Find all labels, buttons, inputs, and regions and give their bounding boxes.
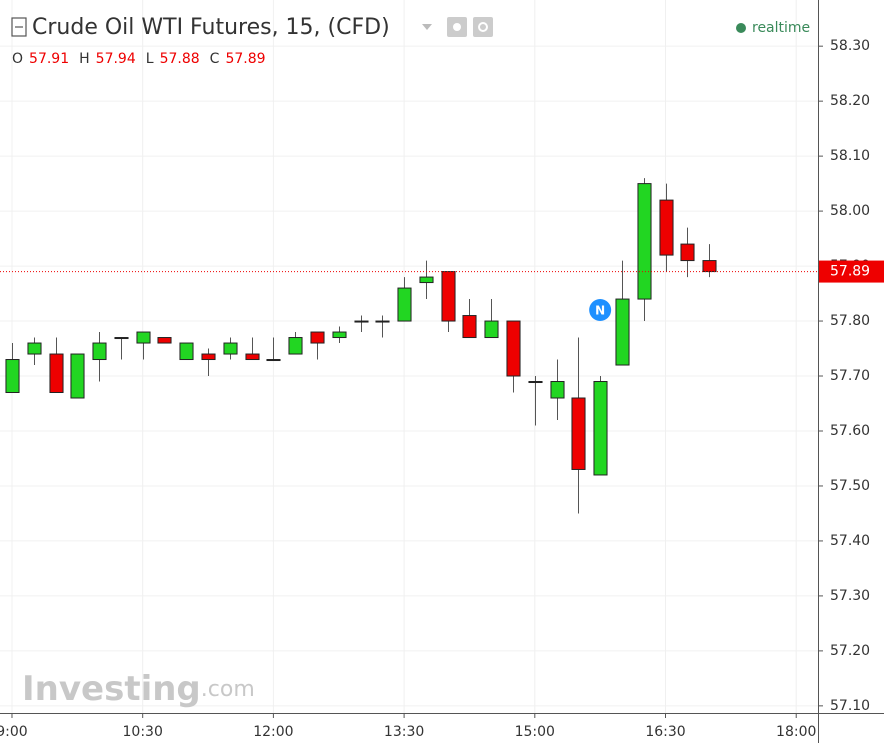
watermark-brand: Investing: [22, 669, 201, 709]
event-marker: [589, 299, 612, 321]
candle-body: [92, 342, 107, 361]
candle-body: [70, 353, 85, 399]
candle-body: [114, 337, 129, 340]
ohlc-key: C: [210, 51, 220, 67]
ohlc-value: 57.89: [225, 51, 265, 67]
candle-body: [288, 337, 303, 355]
candle-body: [593, 381, 608, 476]
x-tick-label: 12:00: [253, 724, 293, 740]
realtime-label: realtime: [752, 20, 810, 36]
y-tick-label: 57.60: [830, 423, 870, 439]
candle-body: [550, 381, 565, 399]
candle-body: [310, 331, 325, 344]
candle-body: [332, 331, 347, 339]
y-tick-label: 57.30: [830, 588, 870, 604]
candle-body: [49, 353, 64, 394]
candle-body: [201, 353, 216, 361]
event-marker-label: N: [595, 304, 605, 318]
y-tick-label: 57.20: [830, 643, 870, 659]
y-tick-label: 57.70: [830, 368, 870, 384]
candle-body: [702, 260, 717, 273]
candle-body: [354, 320, 369, 323]
candle-body: [462, 315, 477, 339]
dropdown-arrow[interactable]: [422, 24, 432, 30]
ohlc-value: 57.94: [96, 51, 136, 67]
candle-body: [506, 320, 521, 377]
candle-body: [27, 342, 42, 355]
candle-body: [419, 276, 434, 284]
watermark-domain: .com: [201, 677, 255, 702]
ohlc-legend: O 57.91 H 57.94 L 57.88 C 57.89: [12, 51, 266, 67]
collapse-icon[interactable]: [11, 17, 27, 37]
y-tick-label: 57.80: [830, 313, 870, 329]
last-price-box: [819, 260, 884, 283]
realtime-dot: [736, 23, 746, 33]
y-tick-label: 57.40: [830, 533, 870, 549]
settings-icon-gear: [478, 22, 488, 32]
marks: [5, 178, 717, 514]
ohlc-value: 57.91: [29, 51, 69, 67]
candle-body: [157, 337, 172, 344]
y-tick-label: 58.30: [830, 38, 870, 54]
candle-body: [659, 199, 674, 256]
candle-body: [266, 359, 281, 362]
x-tick-label: 9:00: [0, 724, 28, 740]
visibility-icon-eye: [453, 23, 461, 31]
x-tick-label: 16:30: [645, 724, 685, 740]
candle-body: [245, 353, 260, 361]
ohlc-key: H: [79, 51, 90, 67]
y-tick-label: 57.50: [830, 478, 870, 494]
candle-body: [571, 397, 586, 470]
candle-body: [680, 243, 695, 262]
candle-body: [484, 320, 499, 339]
candle-body: [615, 298, 630, 366]
x-tick-label: 15:00: [515, 724, 555, 740]
candle-body: [375, 320, 390, 323]
y-tick-label: 57.10: [830, 698, 870, 714]
watermark: Investing.com: [22, 669, 255, 709]
candle-body: [5, 359, 20, 394]
candle-body: [179, 342, 194, 361]
y-tick-label: 58.00: [830, 203, 870, 219]
chart-title: Crude Oil WTI Futures, 15, (CFD): [32, 15, 390, 40]
ohlc-value: 57.88: [160, 51, 200, 67]
ohlc-key: L: [146, 51, 154, 67]
candle-body: [397, 287, 412, 322]
candle-body: [136, 331, 151, 344]
y-tick-label: 58.20: [830, 93, 870, 109]
candle-body: [223, 342, 238, 355]
grid: [0, 0, 818, 713]
candle-body: [528, 381, 543, 384]
settings-icon[interactable]: [473, 17, 493, 37]
x-tick-label: 18:00: [776, 724, 816, 740]
x-tick-label: 10:30: [123, 724, 163, 740]
x-tick-label: 13:30: [384, 724, 424, 740]
candle-body: [637, 183, 652, 300]
y-tick-label: 58.10: [830, 148, 870, 164]
ohlc-key: O: [12, 51, 23, 67]
last-price-label: 57.89: [830, 264, 870, 280]
candle-body: [441, 271, 456, 322]
